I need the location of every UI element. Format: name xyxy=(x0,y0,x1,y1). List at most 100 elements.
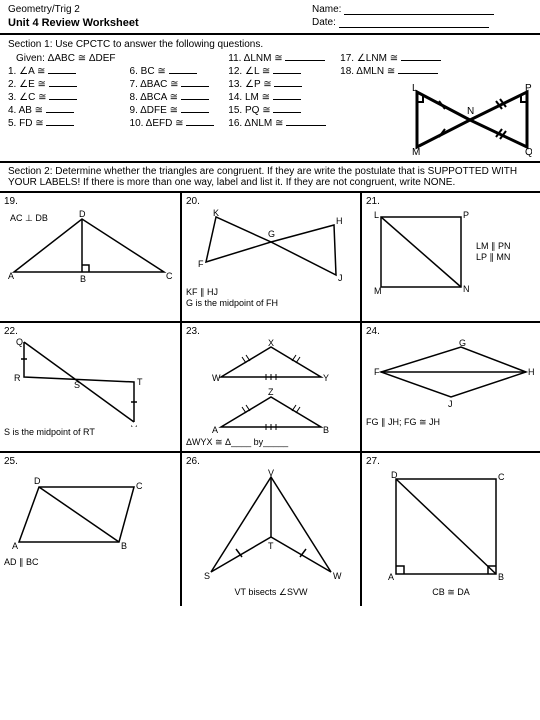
cell-num: 26. xyxy=(186,456,356,467)
svg-text:H: H xyxy=(336,216,343,226)
date-field: Date: xyxy=(312,17,532,29)
title-row: Unit 4 Review Worksheet Date: xyxy=(0,17,540,35)
svg-text:Y: Y xyxy=(323,373,329,383)
col-given-1: Given: ΔABC ≅ ΔDEF 1. ∠A ≅ 2. ∠E ≅ 3. ∠C… xyxy=(8,53,116,129)
diagram-26: V T S W xyxy=(186,467,356,587)
cell-num: 24. xyxy=(366,326,536,337)
q18: 18. ΔMLN ≅ xyxy=(340,66,441,77)
svg-text:W: W xyxy=(333,571,342,581)
svg-text:L: L xyxy=(374,210,379,220)
q6: 6. BC ≅ xyxy=(130,66,215,77)
svg-text:K: K xyxy=(213,208,219,218)
svg-text:P: P xyxy=(463,210,469,220)
diagram-23: X W Y Z A B xyxy=(186,337,356,437)
name-blank[interactable] xyxy=(344,4,494,15)
note-24: FG ∥ JH; FG ≅ JH xyxy=(366,417,536,428)
q9: 9. ΔDFE ≅ xyxy=(130,105,215,116)
grid-row-1: 19. A B C D AC ⊥ DB 20. K xyxy=(0,191,540,321)
svg-text:G: G xyxy=(459,338,466,348)
grid-row-3: 25. D C B A AD ∥ BC 26. xyxy=(0,451,540,606)
diagram-27: D C B A xyxy=(366,467,536,587)
q5: 5. FD ≅ xyxy=(8,118,116,129)
cell-26: 26. V T S W VT bisects ∠SVW xyxy=(180,451,360,606)
svg-text:S: S xyxy=(204,571,210,581)
svg-text:J: J xyxy=(448,399,453,409)
svg-text:B: B xyxy=(121,541,127,551)
q8: 8. ΔBCA ≅ xyxy=(130,92,215,103)
svg-text:W: W xyxy=(212,373,221,383)
diagram-22: Q R S T V xyxy=(4,337,174,427)
section1-diagram: L M N P Q xyxy=(412,82,532,157)
note-25: AD ∥ BC xyxy=(4,557,176,568)
note-19: AC ⊥ DB xyxy=(10,213,48,224)
cell-21: 21. L P N M LM ∥ PN LP ∥ MN xyxy=(360,191,540,321)
q3: 3. ∠C ≅ xyxy=(8,92,116,103)
cell-25: 25. D C B A AD ∥ BC xyxy=(0,451,180,606)
grid-row-2: 22. Q R S T V S is the midpoint of RT 23… xyxy=(0,321,540,451)
section2-instructions: Section 2: Determine whether the triangl… xyxy=(0,163,540,191)
diagram-25: D C B A xyxy=(4,467,174,557)
svg-text:B: B xyxy=(80,274,86,284)
section1-instructions: Section 1: Use CPCTC to answer the follo… xyxy=(8,39,532,50)
svg-text:B: B xyxy=(498,572,504,582)
cell-24: 24. F G H J FG ∥ JH; FG ≅ JH xyxy=(360,321,540,451)
q10: 10. ΔEFD ≅ xyxy=(130,118,215,129)
q4: 4. AB ≅ xyxy=(8,105,116,116)
svg-text:S: S xyxy=(74,380,80,390)
svg-text:N: N xyxy=(463,284,470,294)
q17: 17. ∠LNM ≅ xyxy=(340,53,441,64)
svg-text:T: T xyxy=(268,541,274,551)
cell-num: 27. xyxy=(366,456,536,467)
svg-text:L: L xyxy=(412,83,418,94)
cell-num: 25. xyxy=(4,456,176,467)
svg-text:F: F xyxy=(198,259,204,269)
note-21: LM ∥ PN LP ∥ MN xyxy=(476,241,511,263)
svg-text:C: C xyxy=(166,271,173,281)
svg-text:M: M xyxy=(374,286,382,296)
svg-text:D: D xyxy=(391,470,398,480)
svg-text:M: M xyxy=(412,147,420,157)
name-field: Name: xyxy=(312,4,532,15)
svg-text:J: J xyxy=(338,273,343,283)
svg-text:A: A xyxy=(12,541,18,551)
cell-23: 23. X W Y Z A B xyxy=(180,321,360,451)
cell-num: 19. xyxy=(4,196,176,207)
note-22: S is the midpoint of RT xyxy=(4,427,176,437)
note-20b: G is the midpoint of FH xyxy=(186,298,356,308)
svg-text:C: C xyxy=(498,472,505,482)
svg-text:P: P xyxy=(525,83,532,94)
note-27: CB ≅ DA xyxy=(366,587,536,598)
svg-text:A: A xyxy=(388,572,394,582)
cell-num: 22. xyxy=(4,326,176,337)
svg-text:V: V xyxy=(268,468,274,478)
svg-text:Q: Q xyxy=(525,147,532,157)
note-26: VT bisects ∠SVW xyxy=(186,587,356,598)
course-name: Geometry/Trig 2 xyxy=(8,4,80,15)
cell-num: 23. xyxy=(186,326,356,337)
cell-22: 22. Q R S T V S is the midpoint of RT xyxy=(0,321,180,451)
diagram-20: K F G H J xyxy=(186,207,356,287)
cell-20: 20. K F G H J KF ∥ HJ G is the midpoint … xyxy=(180,191,360,321)
svg-text:X: X xyxy=(268,338,274,348)
note-20a: KF ∥ HJ xyxy=(186,287,356,298)
svg-text:C: C xyxy=(136,481,143,491)
q7: 7. ΔBAC ≅ xyxy=(130,79,215,90)
svg-text:D: D xyxy=(34,476,41,486)
svg-text:T: T xyxy=(137,377,143,387)
q16: 16. ΔNLM ≅ xyxy=(228,118,326,129)
cell-num: 21. xyxy=(366,196,536,207)
worksheet-page: Geometry/Trig 2 Name: Unit 4 Review Work… xyxy=(0,0,540,720)
worksheet-title: Unit 4 Review Worksheet xyxy=(8,17,139,29)
header-row: Geometry/Trig 2 Name: xyxy=(0,0,540,17)
svg-text:H: H xyxy=(528,367,535,377)
note-23: ΔWYX ≅ Δ____ by_____ xyxy=(186,437,356,448)
diagram-21: L P N M xyxy=(366,207,476,297)
svg-text:V: V xyxy=(131,424,137,427)
svg-text:Q: Q xyxy=(16,337,23,347)
svg-text:B: B xyxy=(323,425,329,435)
diagram-24: F G H J xyxy=(366,337,536,417)
q2: 2. ∠E ≅ xyxy=(8,79,116,90)
date-blank[interactable] xyxy=(339,17,489,28)
svg-text:N: N xyxy=(467,106,474,117)
q11: 11. ΔLNM ≅ xyxy=(228,53,326,64)
